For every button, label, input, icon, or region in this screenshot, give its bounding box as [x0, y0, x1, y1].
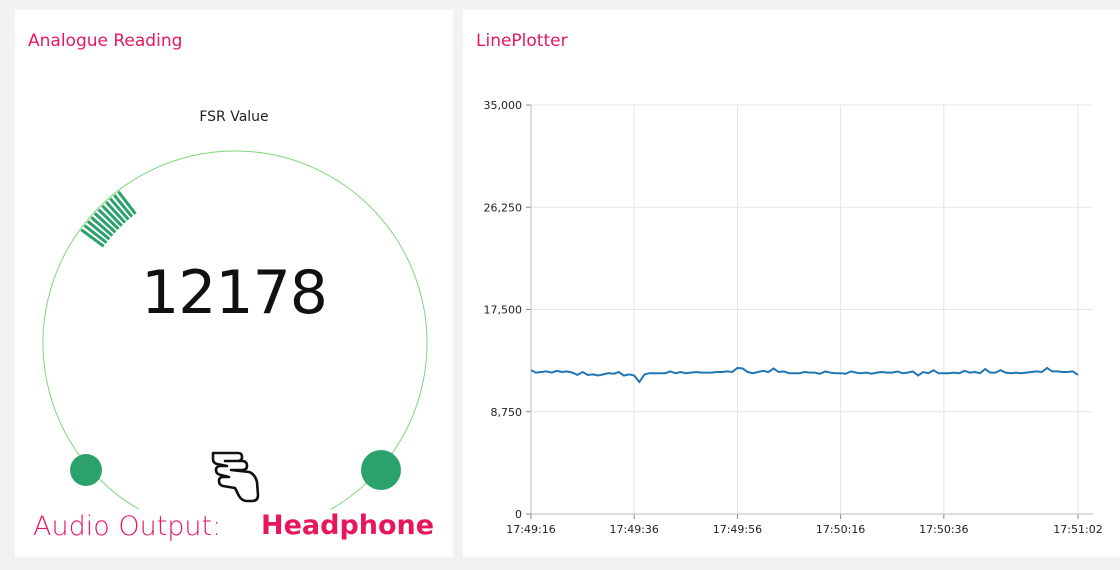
gauge-needle-stripe [80, 228, 105, 248]
x-tick-label: 17:49:16 [506, 523, 555, 536]
gauge-needle-stripe [83, 224, 108, 244]
y-axis-ticks: 0 8,750 17,500 26,250 35,000 [484, 99, 523, 521]
gauge-needle [80, 190, 137, 248]
audio-output-label: Audio Output: [33, 511, 222, 542]
line-chart: 0 8,750 17,500 26,250 35,000 17:49:16 17:49:3… [484, 99, 1103, 536]
x-axis-ticks: 17:49:16 17:49:36 17:49:56 17:50:16 17:50:36… [506, 523, 1102, 536]
x-tick-label: 17:49:36 [610, 523, 659, 536]
gauge-value: 12178 [141, 258, 328, 328]
line-plotter-title: LinePlotter [476, 31, 568, 51]
gauge-needle-stripe [86, 220, 111, 241]
gauge-needle-stripe [97, 208, 120, 231]
analogue-reading-title: Analogue Reading [28, 31, 183, 51]
gauge-arc [42, 150, 428, 510]
fsr-gauge [42, 150, 428, 510]
gauge-needle-stripe [93, 212, 117, 234]
audio-output-value: Headphone [261, 510, 435, 541]
gauge-needle-stripe [109, 197, 130, 221]
y-tick-label: 0 [515, 508, 522, 521]
x-tick-label: 17:50:16 [816, 523, 865, 536]
chart-axes [526, 104, 1093, 519]
gauge-needle-stripe [90, 216, 114, 237]
y-tick-label: 17,500 [484, 304, 523, 317]
series-line-fsr [530, 366, 1079, 384]
x-tick-label: 17:51:02 [1053, 523, 1102, 536]
y-tick-label: 26,250 [484, 201, 523, 214]
gauge-knob-right [361, 450, 401, 490]
y-tick-label: 35,000 [484, 99, 523, 112]
x-tick-label: 17:49:56 [713, 523, 762, 536]
line-plotter-card: LinePlotter 0 8,750 17,500 26,250 35,000 17:… [463, 10, 1120, 557]
y-tick-label: 8,750 [491, 406, 523, 419]
audio-output-row: Audio Output: Headphone [33, 508, 453, 548]
hand-pointing-icon [211, 451, 260, 503]
gauge-knob-left [70, 454, 102, 486]
gauge-needle-stripe [105, 200, 127, 224]
gauge-needle-stripe [117, 190, 137, 215]
chart-grid [530, 104, 1093, 514]
analogue-reading-card: Analogue Reading FSR Value 12178 Audio O… [15, 10, 453, 557]
gauge-needle-stripe [101, 204, 123, 227]
gauge-needle-stripe [113, 194, 134, 218]
x-tick-label: 17:50:36 [919, 523, 968, 536]
gauge-label: FSR Value [199, 109, 269, 125]
